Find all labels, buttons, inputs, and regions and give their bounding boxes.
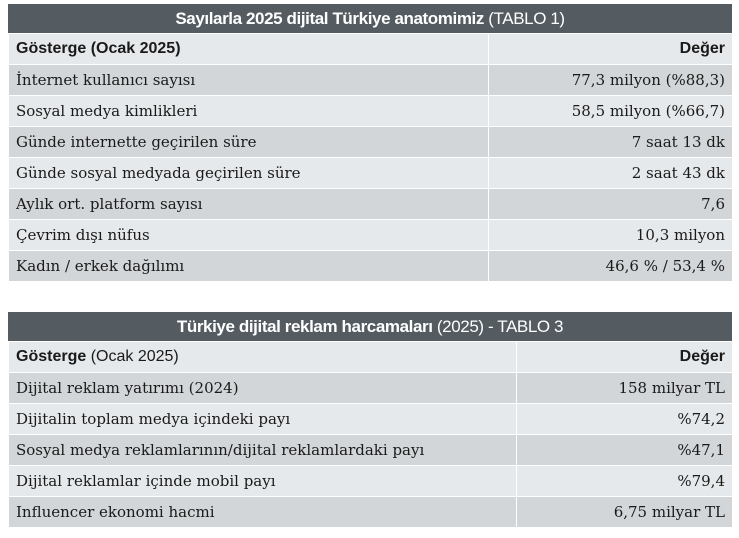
table1-header-row: Gösterge (Ocak 2025) Değer: [8, 33, 733, 65]
row-label: Kadın / erkek dağılımı: [8, 250, 489, 282]
table2-header-label-bold: Gösterge: [16, 348, 87, 365]
row-value: 158 milyar TL: [516, 372, 733, 404]
row-value: %47,1: [516, 434, 733, 466]
table-row: Influencer ekonomi hacmi 6,75 milyar TL: [8, 496, 733, 528]
row-value: 77,3 milyon (%88,3): [488, 64, 733, 96]
row-value: 2 saat 43 dk: [488, 157, 733, 189]
row-label: Dijital reklamlar içinde mobil payı: [8, 465, 517, 497]
row-value: 7,6: [488, 188, 733, 220]
row-label: Dijitalin toplam medya içindeki payı: [8, 403, 517, 435]
table2-title-suffix: (2025) - TABLO 3: [432, 317, 564, 336]
row-label: Günde sosyal medyada geçirilen süre: [8, 157, 489, 189]
table2-title: Türkiye dijital reklam harcamaları (2025…: [8, 312, 732, 341]
table2-body: Gösterge (Ocak 2025) Değer Dijital rekla…: [8, 341, 733, 528]
digital-ad-spend-table: Türkiye dijital reklam harcamaları (2025…: [8, 312, 733, 528]
table1-body: Gösterge (Ocak 2025) Değer İnternet kull…: [8, 33, 733, 282]
table2-header-value: Değer: [516, 341, 733, 373]
row-label: İnternet kullanıcı sayısı: [8, 64, 489, 96]
row-value: 7 saat 13 dk: [488, 126, 733, 158]
table2-header-label-rest: (Ocak 2025): [86, 348, 179, 365]
table-row: Sosyal medya kimlikleri 58,5 milyon (%66…: [8, 95, 733, 127]
table-row: Kadın / erkek dağılımı 46,6 % / 53,4 %: [8, 250, 733, 282]
table1-header-value: Değer: [488, 33, 733, 65]
table1-title-main: Sayılarla 2025 dijital Türkiye anatomimi…: [175, 9, 484, 28]
digital-turkey-table: Sayılarla 2025 dijital Türkiye anatomimi…: [8, 4, 733, 282]
table1-title-suffix: (TABLO 1): [483, 9, 565, 28]
table-row: Dijitalin toplam medya içindeki payı %74…: [8, 403, 733, 435]
table-row: Çevrim dışı nüfus 10,3 milyon: [8, 219, 733, 251]
row-value: %74,2: [516, 403, 733, 435]
table-row: Aylık ort. platform sayısı 7,6: [8, 188, 733, 220]
table-row: Günde internette geçirilen süre 7 saat 1…: [8, 126, 733, 158]
row-value: %79,4: [516, 465, 733, 497]
row-label: Dijital reklam yatırımı (2024): [8, 372, 517, 404]
row-value: 6,75 milyar TL: [516, 496, 733, 528]
row-label: Sosyal medya reklamlarının/dijital rekla…: [8, 434, 517, 466]
table1-title: Sayılarla 2025 dijital Türkiye anatomimi…: [8, 4, 732, 33]
row-value: 58,5 milyon (%66,7): [488, 95, 733, 127]
table-row: Sosyal medya reklamlarının/dijital rekla…: [8, 434, 733, 466]
table-row: Dijital reklam yatırımı (2024) 158 milya…: [8, 372, 733, 404]
row-label: Günde internette geçirilen süre: [8, 126, 489, 158]
row-value: 46,6 % / 53,4 %: [488, 250, 733, 282]
table2-title-main: Türkiye dijital reklam harcamaları: [176, 317, 433, 336]
row-label: Aylık ort. platform sayısı: [8, 188, 489, 220]
table2-header-label: Gösterge (Ocak 2025): [8, 341, 517, 373]
row-label: Çevrim dışı nüfus: [8, 219, 489, 251]
row-value: 10,3 milyon: [488, 219, 733, 251]
row-label: Influencer ekonomi hacmi: [8, 496, 517, 528]
row-label: Sosyal medya kimlikleri: [8, 95, 489, 127]
table-row: Günde sosyal medyada geçirilen süre 2 sa…: [8, 157, 733, 189]
table2-header-row: Gösterge (Ocak 2025) Değer: [8, 341, 733, 373]
table-row: Dijital reklamlar içinde mobil payı %79,…: [8, 465, 733, 497]
table1-header-label: Gösterge (Ocak 2025): [8, 33, 489, 65]
table-row: İnternet kullanıcı sayısı 77,3 milyon (%…: [8, 64, 733, 96]
